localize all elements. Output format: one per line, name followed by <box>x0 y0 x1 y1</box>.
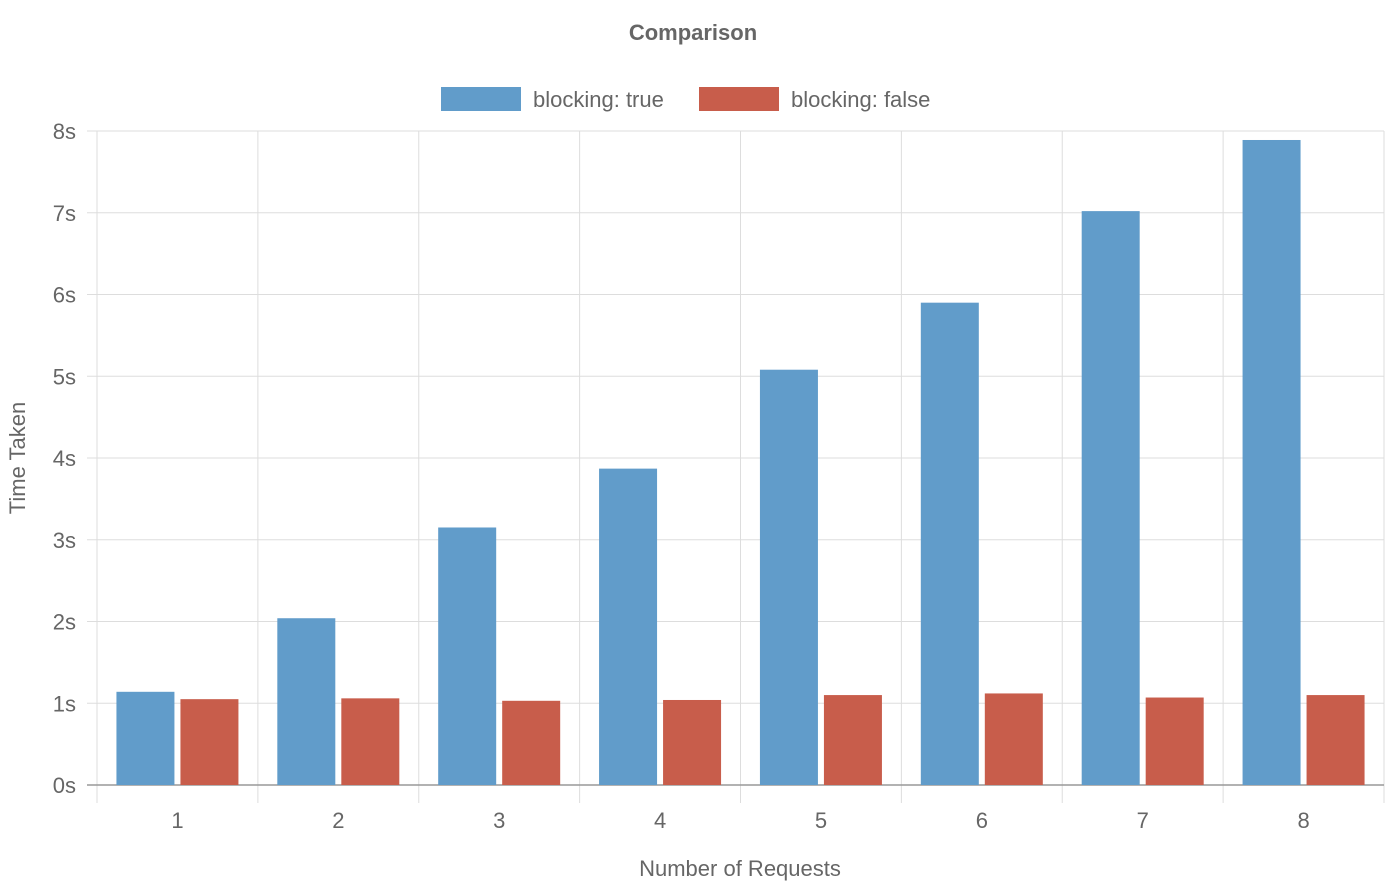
chart-title: Comparison <box>629 20 757 45</box>
x-tick-label: 1 <box>171 808 183 833</box>
bar <box>599 468 658 785</box>
bar <box>984 693 1043 785</box>
bar <box>341 698 400 785</box>
bar <box>502 700 561 785</box>
x-axis-title: Number of Requests <box>639 856 841 881</box>
x-axis: 1 2 3 4 5 6 7 8 <box>171 808 1309 833</box>
legend[interactable]: blocking: true blocking: false <box>441 87 930 112</box>
bar <box>663 699 722 785</box>
y-tick-label: 2s <box>53 610 76 635</box>
bar <box>1145 697 1204 785</box>
y-tick-label: 4s <box>53 446 76 471</box>
bar <box>920 302 979 785</box>
bar <box>1242 139 1301 785</box>
bar <box>759 369 818 785</box>
legend-swatch <box>699 87 779 111</box>
legend-swatch <box>441 87 521 111</box>
y-tick-label: 6s <box>53 283 76 308</box>
x-tick-label: 2 <box>332 808 344 833</box>
bar <box>1306 695 1365 785</box>
bar <box>116 691 175 785</box>
bar <box>1081 211 1140 786</box>
y-tick-label: 8s <box>53 119 76 144</box>
x-tick-label: 6 <box>976 808 988 833</box>
y-tick-label: 5s <box>53 364 76 389</box>
y-tick-label: 0s <box>53 773 76 798</box>
bar <box>180 699 239 785</box>
bar <box>823 695 882 785</box>
legend-label: blocking: true <box>533 87 664 112</box>
y-tick-label: 3s <box>53 528 76 553</box>
bar <box>277 618 336 785</box>
x-tick-label: 8 <box>1297 808 1309 833</box>
bar <box>438 527 497 785</box>
bar-series <box>116 139 1365 786</box>
x-tick-label: 5 <box>815 808 827 833</box>
x-tick-label: 7 <box>1137 808 1149 833</box>
legend-label: blocking: false <box>791 87 930 112</box>
x-tick-label: 4 <box>654 808 666 833</box>
legend-item[interactable]: blocking: true <box>441 87 664 112</box>
legend-item[interactable]: blocking: false <box>699 87 930 112</box>
y-tick-label: 1s <box>53 691 76 716</box>
x-tick-label: 3 <box>493 808 505 833</box>
y-axis: 0s 1s 2s 3s 4s 5s 6s 7s 8s <box>53 119 76 798</box>
y-axis-title: Time Taken <box>5 402 30 515</box>
y-tick-label: 7s <box>53 201 76 226</box>
